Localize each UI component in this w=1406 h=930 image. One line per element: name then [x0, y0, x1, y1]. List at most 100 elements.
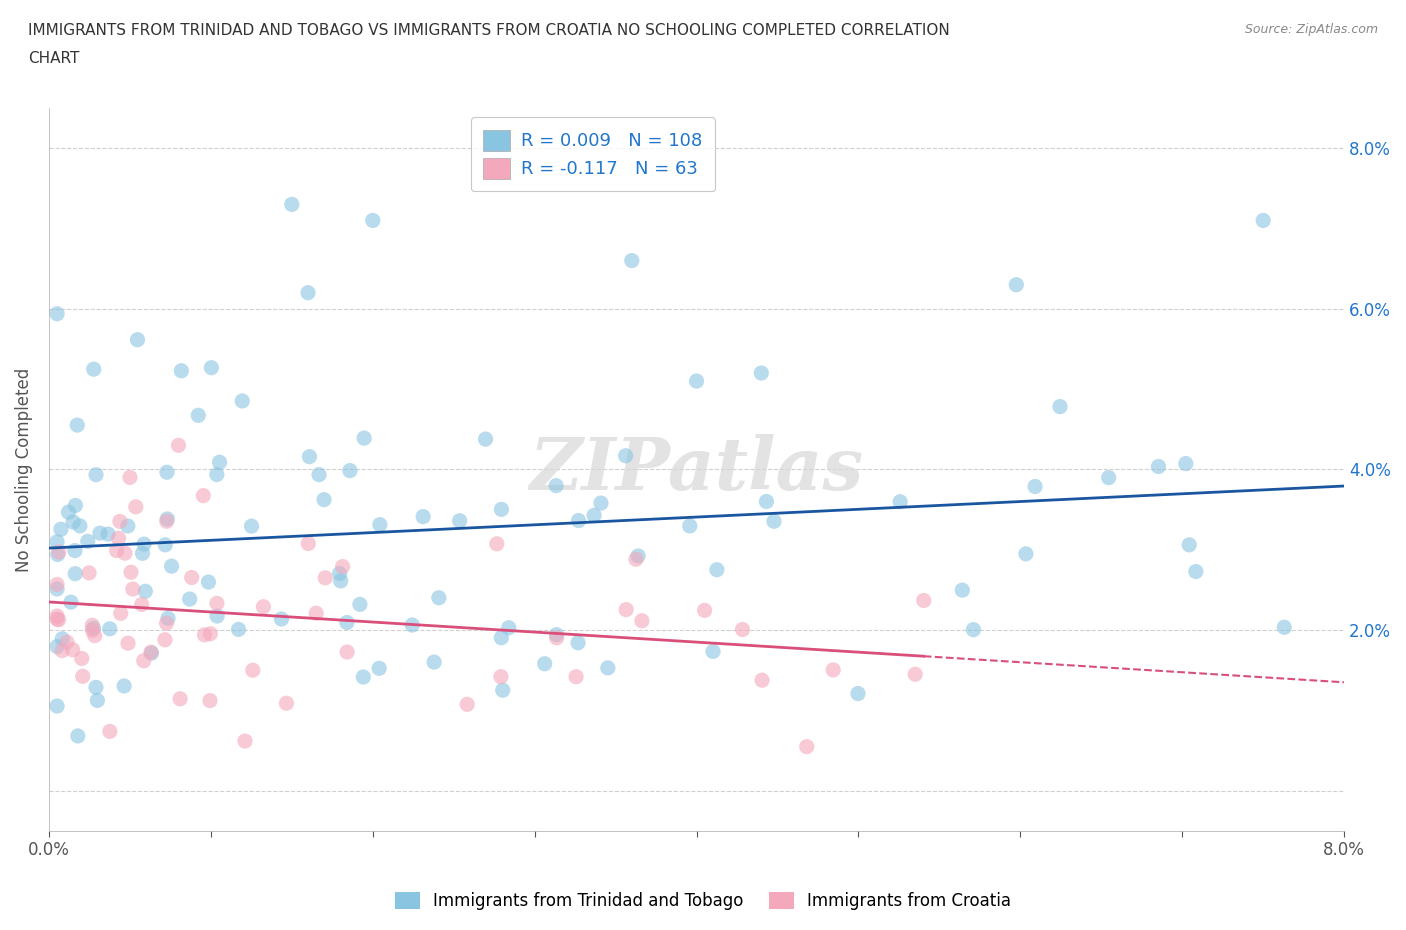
Point	[1174, 456, 1197, 471]
Point	[228, 622, 250, 637]
Point	[702, 644, 724, 658]
Text: CHART: CHART	[28, 51, 80, 66]
Point	[1251, 213, 1274, 228]
Point	[205, 608, 228, 623]
Point	[823, 662, 845, 677]
Point	[193, 628, 215, 643]
Point	[368, 661, 391, 676]
Legend: R = 0.009   N = 108, R = -0.117   N = 63: R = 0.009 N = 108, R = -0.117 N = 63	[471, 117, 716, 192]
Point	[846, 686, 869, 701]
Point	[796, 739, 818, 754]
Point	[489, 670, 512, 684]
Point	[614, 602, 637, 617]
Point	[59, 594, 82, 609]
Point	[69, 518, 91, 533]
Point	[156, 465, 179, 480]
Point	[197, 575, 219, 590]
Point	[51, 644, 73, 658]
Point	[66, 728, 89, 743]
Point	[84, 467, 107, 482]
Point	[62, 643, 84, 658]
Point	[1098, 471, 1121, 485]
Point	[132, 537, 155, 551]
Point	[423, 655, 446, 670]
Point	[491, 631, 513, 645]
Point	[160, 559, 183, 574]
Point	[170, 364, 193, 379]
Point	[131, 546, 153, 561]
Point	[912, 593, 935, 608]
Point	[336, 615, 359, 630]
Point	[83, 621, 105, 636]
Point	[297, 286, 319, 300]
Point	[108, 514, 131, 529]
Point	[107, 531, 129, 546]
Point	[492, 683, 515, 698]
Point	[117, 636, 139, 651]
Point	[127, 332, 149, 347]
Point	[83, 628, 105, 643]
Point	[98, 724, 121, 738]
Point	[58, 505, 80, 520]
Point	[51, 631, 73, 646]
Point	[121, 581, 143, 596]
Text: Source: ZipAtlas.com: Source: ZipAtlas.com	[1244, 23, 1378, 36]
Point	[624, 551, 647, 566]
Point	[205, 596, 228, 611]
Point	[731, 622, 754, 637]
Point	[485, 537, 508, 551]
Point	[498, 620, 520, 635]
Point	[614, 448, 637, 463]
Point	[46, 612, 69, 627]
Point	[1049, 399, 1071, 414]
Point	[200, 360, 222, 375]
Point	[567, 635, 589, 650]
Point	[169, 691, 191, 706]
Point	[332, 559, 354, 574]
Point	[1185, 565, 1208, 579]
Point	[156, 512, 179, 526]
Point	[193, 488, 215, 503]
Point	[706, 563, 728, 578]
Point	[155, 616, 177, 631]
Point	[63, 566, 86, 581]
Point	[329, 574, 352, 589]
Point	[76, 534, 98, 549]
Point	[1024, 479, 1046, 494]
Point	[179, 591, 201, 606]
Text: ZIPatlas: ZIPatlas	[530, 434, 863, 505]
Point	[297, 536, 319, 551]
Point	[361, 213, 384, 228]
Point	[693, 603, 716, 618]
Point	[139, 644, 162, 659]
Point	[46, 306, 69, 321]
Point	[125, 499, 148, 514]
Point	[314, 570, 336, 585]
Point	[762, 514, 785, 529]
Point	[631, 613, 654, 628]
Point	[114, 546, 136, 561]
Point	[48, 612, 70, 627]
Point	[276, 696, 298, 711]
Point	[1147, 459, 1170, 474]
Point	[46, 698, 69, 713]
Point	[180, 570, 202, 585]
Point	[353, 431, 375, 445]
Point	[82, 618, 104, 632]
Point	[63, 543, 86, 558]
Point	[456, 697, 478, 711]
Point	[98, 621, 121, 636]
Point	[749, 365, 772, 380]
Point	[233, 734, 256, 749]
Point	[240, 519, 263, 534]
Point	[339, 463, 361, 478]
Point	[401, 618, 423, 632]
Point	[89, 525, 111, 540]
Point	[117, 519, 139, 534]
Point	[46, 577, 69, 591]
Point	[252, 599, 274, 614]
Point	[105, 543, 128, 558]
Point	[198, 693, 221, 708]
Point	[412, 510, 434, 525]
Point	[46, 535, 69, 550]
